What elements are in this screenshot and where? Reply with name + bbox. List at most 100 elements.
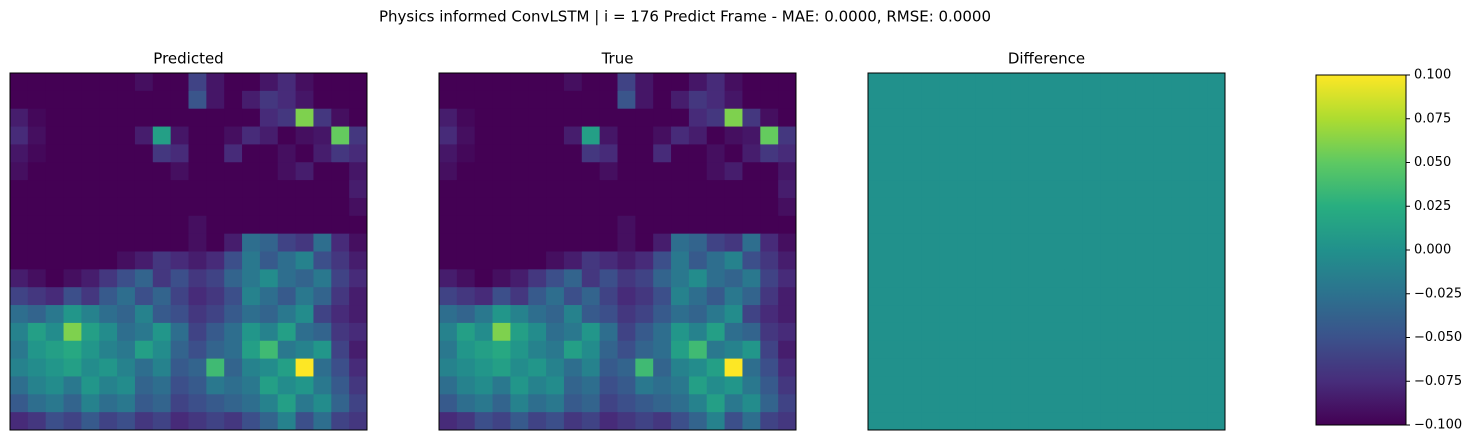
heatmap-cell bbox=[259, 144, 279, 163]
heatmap-cell bbox=[653, 251, 672, 270]
heatmap-cell bbox=[1189, 144, 1208, 163]
heatmap-cell bbox=[688, 322, 708, 342]
heatmap-cell bbox=[1028, 412, 1047, 431]
heatmap-cell bbox=[724, 126, 743, 145]
heatmap-cell bbox=[170, 287, 189, 306]
heatmap-cell bbox=[939, 162, 958, 181]
heatmap-cell bbox=[1100, 287, 1119, 306]
heatmap-cell bbox=[152, 108, 172, 128]
heatmap-cell bbox=[1028, 305, 1047, 324]
heatmap-cell bbox=[510, 73, 529, 92]
heatmap-cell bbox=[188, 233, 207, 252]
heatmap-cell bbox=[170, 394, 189, 413]
heatmap-cell bbox=[27, 215, 47, 235]
heatmap-cell bbox=[170, 73, 189, 92]
heatmap-cell bbox=[546, 358, 565, 377]
heatmap-cell bbox=[492, 305, 511, 324]
heatmap-cell bbox=[170, 322, 189, 342]
heatmap-cell bbox=[546, 251, 565, 270]
heatmap-cell bbox=[581, 269, 601, 288]
heatmap-cell bbox=[474, 340, 494, 360]
heatmap-cell bbox=[868, 233, 887, 252]
heatmap-cell bbox=[188, 269, 207, 288]
heatmap-cell bbox=[313, 340, 332, 360]
heatmap-cell bbox=[1207, 162, 1226, 181]
heatmap-cell bbox=[259, 180, 279, 199]
heatmap-cell bbox=[868, 215, 887, 235]
heatmap-cell bbox=[331, 197, 350, 217]
heatmap-cell bbox=[706, 340, 726, 360]
heatmap-cell bbox=[921, 251, 940, 270]
heatmap-cell bbox=[134, 73, 154, 92]
heatmap-cell bbox=[688, 376, 708, 395]
heatmap-cell bbox=[474, 215, 494, 235]
heatmap-cell bbox=[1028, 197, 1047, 217]
heatmap-cell bbox=[1028, 126, 1047, 145]
heatmap-cell bbox=[885, 90, 905, 110]
heatmap-cell bbox=[331, 322, 350, 342]
heatmap-cell bbox=[492, 233, 511, 252]
heatmap-cell bbox=[188, 162, 207, 181]
heatmap-cell bbox=[439, 376, 458, 395]
heatmap-cell bbox=[1064, 412, 1083, 431]
heatmap-cell bbox=[581, 108, 601, 128]
heatmap-cell bbox=[957, 233, 976, 252]
heatmap-cell bbox=[1135, 287, 1155, 306]
heatmap-cell bbox=[921, 322, 940, 342]
heatmap-cell bbox=[778, 305, 797, 324]
heatmap-cell bbox=[706, 144, 726, 163]
heatmap-cell bbox=[742, 73, 761, 92]
heatmap-cell bbox=[528, 126, 547, 145]
heatmap-cell bbox=[992, 340, 1012, 360]
heatmap-cell bbox=[742, 197, 761, 217]
heatmap-cell bbox=[528, 340, 547, 360]
heatmap-cell bbox=[975, 197, 994, 217]
heatmap-cell bbox=[45, 90, 65, 110]
heatmap-cell bbox=[1100, 251, 1119, 270]
heatmap-cell bbox=[885, 394, 905, 413]
heatmap-cell bbox=[313, 215, 332, 235]
heatmap-cell bbox=[528, 394, 547, 413]
heatmap-cell bbox=[760, 162, 779, 181]
heatmap-cell bbox=[313, 162, 332, 181]
heatmap-cell bbox=[45, 358, 65, 377]
heatmap-cell bbox=[581, 162, 601, 181]
heatmap-cell bbox=[599, 233, 618, 252]
heatmap-cell bbox=[528, 162, 547, 181]
heatmap-cell bbox=[1010, 144, 1030, 163]
heatmap-cell bbox=[778, 269, 797, 288]
heatmap-cell bbox=[99, 340, 118, 360]
heatmap-cell bbox=[63, 162, 82, 181]
heatmap-cell bbox=[242, 108, 261, 128]
heatmap-cell bbox=[492, 108, 511, 128]
heatmap-cell bbox=[653, 215, 672, 235]
heatmap-cell bbox=[742, 340, 761, 360]
heatmap-cell bbox=[224, 108, 243, 128]
heatmap-cell bbox=[671, 144, 690, 163]
heatmap-cell bbox=[563, 73, 583, 92]
heatmap-cell bbox=[456, 412, 476, 431]
heatmap-cell bbox=[885, 197, 905, 217]
heatmap-cell bbox=[45, 162, 65, 181]
panel-frame bbox=[9, 72, 368, 431]
heatmap-cell bbox=[510, 197, 529, 217]
heatmap-cell bbox=[975, 287, 994, 306]
heatmap-cell bbox=[599, 340, 618, 360]
panel-frame bbox=[867, 72, 1226, 431]
heatmap-cell bbox=[117, 287, 136, 306]
heatmap-cell bbox=[456, 90, 476, 110]
heatmap-cell bbox=[492, 376, 511, 395]
heatmap-cell bbox=[671, 73, 690, 92]
heatmap-cell bbox=[1189, 162, 1208, 181]
heatmap-cell bbox=[921, 197, 940, 217]
heatmap-cell bbox=[206, 340, 225, 360]
heatmap-cell bbox=[992, 394, 1012, 413]
heatmap-cell bbox=[10, 108, 29, 128]
heatmap-cell bbox=[63, 322, 82, 342]
heatmap-cell bbox=[617, 108, 636, 128]
heatmap-cell bbox=[81, 180, 100, 199]
heatmap-cell bbox=[1010, 73, 1030, 92]
heatmap-cell bbox=[206, 126, 225, 145]
heatmap-cell bbox=[1207, 394, 1226, 413]
heatmap-cell bbox=[349, 251, 368, 270]
